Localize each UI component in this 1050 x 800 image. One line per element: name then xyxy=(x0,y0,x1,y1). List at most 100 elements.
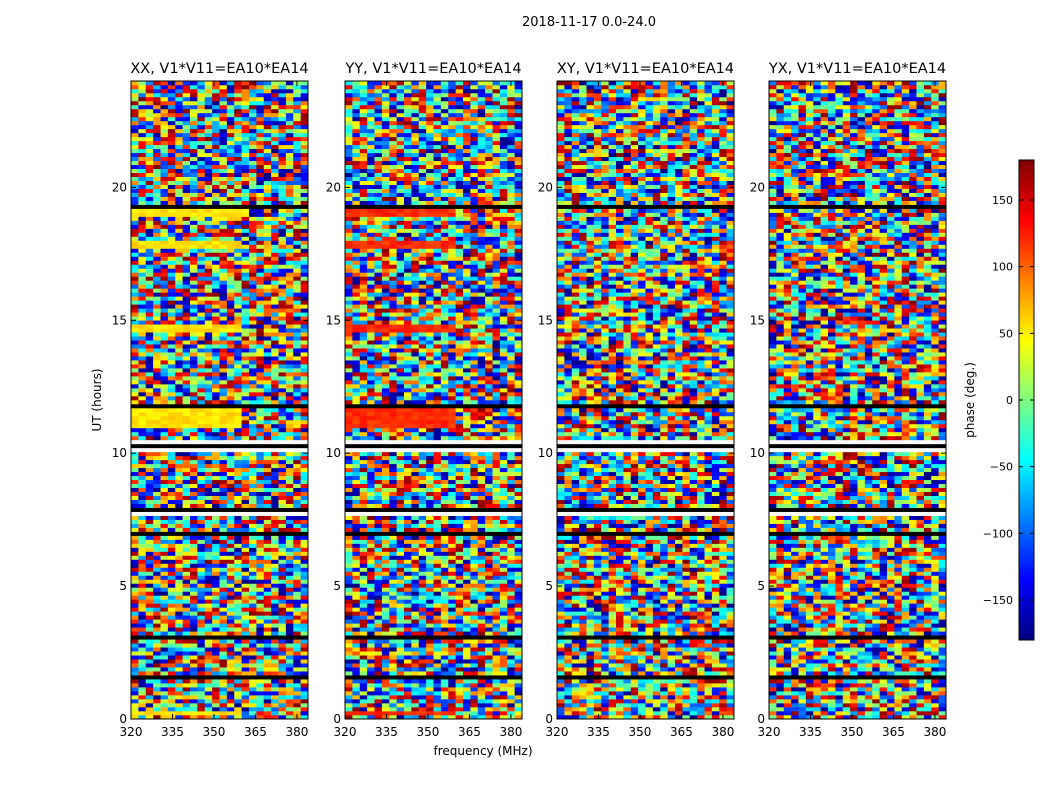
phase-cell xyxy=(190,711,198,716)
phase-cell xyxy=(226,320,235,325)
phase-cell xyxy=(190,348,198,353)
phase-cell xyxy=(219,148,228,154)
phase-cell xyxy=(455,583,464,588)
phase-cell xyxy=(167,292,176,297)
flagged-row xyxy=(131,403,308,409)
phase-cell xyxy=(234,176,242,181)
phase-cell xyxy=(426,579,434,584)
phase-cell xyxy=(153,571,161,576)
phase-cell xyxy=(404,587,412,592)
phase-cell xyxy=(153,483,161,489)
phase-cell xyxy=(153,427,161,433)
phase-cell xyxy=(175,547,183,552)
flagged-row xyxy=(345,675,522,680)
phase-cell xyxy=(131,380,139,385)
phase-cell xyxy=(271,567,279,572)
phase-cell xyxy=(219,112,228,118)
phase-cell xyxy=(190,467,198,473)
phase-cell xyxy=(418,479,427,485)
phase-cell xyxy=(300,108,309,114)
phase-cell xyxy=(300,324,309,329)
phase-cell xyxy=(234,555,242,560)
phase-cell xyxy=(507,699,515,704)
phase-cell xyxy=(182,487,191,493)
phase-cell xyxy=(167,188,176,193)
phase-cell xyxy=(278,112,287,118)
phase-cell xyxy=(477,627,486,632)
phase-cell xyxy=(241,136,250,142)
phase-cell xyxy=(278,655,287,660)
phase-cell xyxy=(263,396,272,401)
phase-cell xyxy=(381,519,390,524)
phase-cell xyxy=(418,503,427,508)
phase-cell xyxy=(300,623,309,628)
phase-cell xyxy=(411,683,420,688)
phase-cell xyxy=(226,487,235,493)
phase-cell xyxy=(293,699,301,704)
phase-cell xyxy=(212,336,220,341)
phase-cell xyxy=(175,487,183,493)
phase-cell xyxy=(477,535,486,540)
phase-cell xyxy=(138,487,147,493)
phase-cell xyxy=(138,435,147,441)
phase-cell xyxy=(131,152,139,158)
phase-cell xyxy=(448,563,456,568)
phase-cell xyxy=(507,483,515,489)
phase-cell xyxy=(131,108,139,114)
phase-cell xyxy=(514,607,523,612)
phase-cell xyxy=(492,603,501,608)
phase-cell xyxy=(359,591,368,596)
phase-cell xyxy=(256,104,265,110)
phase-cell xyxy=(197,328,206,333)
phase-cell xyxy=(167,260,176,265)
phase-cell xyxy=(160,240,169,245)
phase-cell xyxy=(212,172,220,177)
phase-cell xyxy=(359,603,368,608)
phase-cell xyxy=(345,695,353,700)
phase-cell xyxy=(219,188,228,193)
phase-cell xyxy=(241,615,250,620)
phase-cell xyxy=(256,663,265,668)
phase-cell xyxy=(190,300,198,305)
phase-cell xyxy=(381,499,390,504)
phase-cell xyxy=(138,455,147,461)
phase-cell xyxy=(226,124,235,130)
phase-cell xyxy=(300,555,309,560)
phase-cell xyxy=(212,380,220,385)
y-tick-label: 0 xyxy=(119,712,127,726)
phase-cell xyxy=(175,695,183,700)
flagged-row xyxy=(131,204,308,209)
phase-cell xyxy=(396,551,405,556)
phase-cell xyxy=(271,583,279,588)
phase-cell xyxy=(470,699,479,704)
phase-cell xyxy=(167,320,176,325)
phase-cell xyxy=(440,667,449,672)
phase-cell xyxy=(433,551,442,556)
phase-cell xyxy=(160,280,169,285)
phase-cell xyxy=(160,380,169,385)
phase-cell xyxy=(300,188,309,193)
phase-cell xyxy=(219,495,228,500)
phase-cell xyxy=(226,463,235,469)
phase-cell xyxy=(175,128,183,134)
phase-cell xyxy=(226,711,235,716)
phase-cell xyxy=(226,715,235,720)
phase-cell xyxy=(241,527,250,532)
phase-cell xyxy=(514,619,523,624)
phase-cell xyxy=(226,603,235,608)
phase-cell xyxy=(182,547,191,552)
phase-cell xyxy=(352,611,361,616)
phase-cell xyxy=(182,703,191,708)
phase-cell xyxy=(256,268,265,273)
phase-cell xyxy=(234,92,242,98)
phase-cell xyxy=(374,615,383,620)
phase-cell xyxy=(197,487,206,493)
phase-cell xyxy=(418,643,427,648)
phase-cell xyxy=(514,691,523,696)
phase-cell xyxy=(507,559,515,564)
phase-cell xyxy=(470,591,479,596)
phase-cell xyxy=(492,623,501,628)
phase-cell xyxy=(404,495,412,500)
phase-cell xyxy=(219,400,228,405)
phase-cell xyxy=(499,551,508,556)
